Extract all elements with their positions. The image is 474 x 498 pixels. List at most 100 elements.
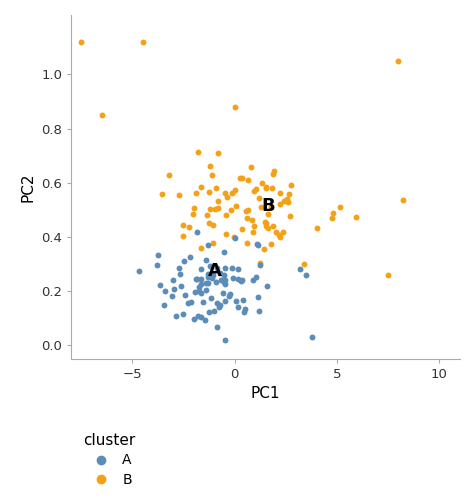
- Point: [228, 189, 236, 197]
- Point: [247, 163, 255, 171]
- Point: [258, 179, 265, 187]
- Point: [179, 221, 187, 229]
- Point: [173, 312, 180, 320]
- Point: [231, 186, 239, 194]
- Point: [221, 189, 229, 197]
- Point: [221, 276, 228, 284]
- Point: [202, 279, 210, 287]
- Point: [255, 241, 262, 249]
- Point: [209, 274, 216, 282]
- Point: [204, 241, 211, 249]
- Point: [221, 297, 228, 305]
- Point: [161, 287, 169, 295]
- X-axis label: PC1: PC1: [251, 386, 280, 401]
- Point: [253, 185, 260, 193]
- Point: [211, 205, 219, 213]
- Point: [170, 285, 178, 293]
- Point: [221, 280, 229, 288]
- Point: [190, 204, 198, 212]
- Point: [178, 282, 185, 290]
- Point: [158, 190, 166, 198]
- Point: [238, 276, 246, 284]
- Point: [221, 264, 228, 272]
- Point: [399, 196, 406, 204]
- Point: [206, 161, 214, 169]
- Text: B: B: [261, 197, 275, 215]
- Point: [284, 198, 292, 206]
- Point: [193, 228, 201, 236]
- Point: [234, 265, 242, 273]
- Point: [240, 308, 247, 316]
- Point: [204, 270, 211, 278]
- Point: [261, 218, 268, 226]
- Point: [285, 190, 293, 198]
- Point: [336, 203, 344, 211]
- Y-axis label: PC2: PC2: [20, 172, 36, 202]
- Point: [256, 260, 264, 268]
- Point: [238, 174, 246, 182]
- Point: [220, 277, 228, 285]
- Point: [228, 264, 236, 272]
- Point: [217, 301, 224, 309]
- Point: [195, 283, 202, 291]
- Point: [248, 216, 256, 224]
- Point: [244, 239, 251, 247]
- Point: [200, 298, 207, 306]
- Point: [78, 38, 85, 46]
- Point: [202, 286, 210, 294]
- Point: [160, 301, 168, 309]
- Point: [175, 264, 183, 272]
- Point: [165, 171, 173, 179]
- Point: [222, 230, 229, 238]
- Point: [190, 210, 197, 218]
- Point: [193, 275, 201, 283]
- Point: [205, 219, 212, 227]
- Point: [250, 187, 258, 195]
- Point: [176, 270, 184, 278]
- Point: [269, 170, 277, 178]
- Point: [267, 240, 274, 248]
- Point: [225, 292, 232, 300]
- Point: [204, 279, 211, 287]
- Point: [249, 276, 257, 284]
- Point: [226, 290, 234, 298]
- Point: [182, 291, 189, 299]
- Point: [213, 299, 221, 307]
- Point: [192, 275, 200, 283]
- Point: [185, 223, 192, 231]
- Point: [98, 111, 106, 119]
- Point: [276, 233, 283, 241]
- Point: [215, 197, 222, 205]
- Point: [184, 299, 192, 307]
- Point: [218, 276, 225, 284]
- Point: [276, 200, 284, 208]
- Point: [255, 307, 263, 315]
- Point: [262, 219, 270, 227]
- Point: [270, 167, 278, 175]
- Point: [223, 193, 230, 201]
- Point: [253, 273, 260, 281]
- Point: [238, 225, 246, 233]
- Point: [267, 203, 275, 211]
- Point: [309, 333, 316, 341]
- Point: [179, 233, 187, 241]
- Point: [210, 271, 217, 279]
- Point: [231, 103, 238, 111]
- Point: [190, 315, 198, 323]
- Point: [257, 203, 264, 211]
- Point: [283, 195, 291, 203]
- Point: [256, 258, 264, 266]
- Point: [215, 303, 223, 311]
- Point: [253, 241, 260, 249]
- Point: [214, 323, 221, 331]
- Text: A: A: [208, 262, 222, 280]
- Point: [207, 262, 214, 270]
- Point: [210, 221, 217, 229]
- Point: [197, 280, 205, 288]
- Point: [212, 278, 220, 286]
- Point: [203, 211, 210, 219]
- Point: [241, 304, 248, 312]
- Point: [239, 296, 247, 304]
- Point: [296, 265, 304, 273]
- Legend: A, B: A, B: [78, 427, 141, 493]
